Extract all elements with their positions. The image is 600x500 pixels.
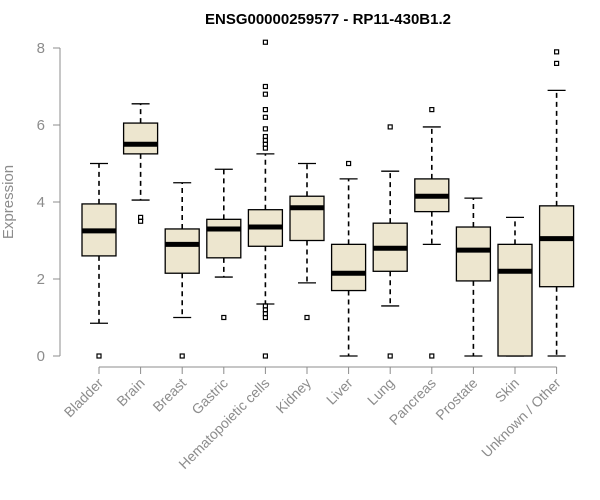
y-tick-label: 4 — [37, 194, 45, 211]
box-group — [538, 49, 575, 357]
outlier-point — [262, 91, 268, 97]
x-tick-label: Liver — [323, 375, 356, 408]
outlier-point — [262, 39, 268, 45]
box-group — [164, 182, 200, 359]
outlier-point — [387, 353, 393, 359]
outlier-point — [262, 133, 268, 140]
box-group — [206, 168, 242, 321]
y-tick-label: 8 — [37, 40, 45, 57]
x-tick-label: Unknown / Other — [478, 375, 564, 461]
box-iqr — [497, 243, 533, 357]
box-group — [81, 162, 117, 359]
x-tick-label: Bladder — [61, 375, 107, 421]
x-tick-label: Skin — [492, 375, 523, 406]
outlier-point — [429, 353, 435, 359]
x-tick-label: Kidney — [273, 375, 315, 417]
box-iqr — [122, 122, 159, 155]
outlier-point — [262, 353, 268, 359]
box-iqr — [455, 226, 492, 282]
y-tick-label: 2 — [37, 271, 45, 288]
box-iqr — [164, 228, 200, 274]
outlier-point — [387, 124, 393, 130]
y-tick-label: 0 — [37, 348, 45, 365]
box-group — [330, 160, 367, 357]
y-axis: 0 2 4 6 8 — [37, 40, 61, 365]
outlier-point — [262, 114, 268, 120]
x-tick-label: Prostate — [432, 375, 480, 423]
box-group — [455, 197, 492, 357]
outlier-point — [96, 353, 102, 359]
outlier-point — [221, 314, 227, 321]
outlier-point — [262, 106, 268, 113]
box-iqr — [330, 243, 367, 292]
box-iqr — [206, 218, 242, 259]
outlier-point — [429, 106, 435, 113]
outlier-point — [262, 303, 268, 309]
outlier-point — [304, 314, 310, 321]
outlier-point — [179, 353, 185, 359]
outlier-point — [553, 49, 560, 55]
x-tick-label: Brain — [113, 375, 147, 409]
plot-area — [81, 39, 575, 359]
outlier-point — [262, 83, 268, 90]
outlier-point — [138, 214, 144, 220]
box-group — [289, 162, 325, 321]
chart-title: ENSG00000259577 - RP11-430B1.2 — [205, 11, 451, 28]
box-group — [247, 39, 284, 359]
box-iqr — [538, 205, 575, 288]
box-group — [372, 124, 408, 359]
box-group — [414, 106, 450, 359]
y-axis-label: Expression — [0, 165, 17, 239]
outlier-point — [553, 60, 560, 67]
outlier-point — [346, 160, 352, 167]
box-group — [497, 216, 533, 357]
x-tick-label: Breast — [149, 375, 189, 415]
y-tick-label: 6 — [37, 117, 45, 134]
box-iqr — [289, 195, 325, 242]
outlier-point — [262, 126, 268, 132]
box-group — [122, 103, 159, 224]
x-tick-label: Lung — [364, 375, 397, 408]
